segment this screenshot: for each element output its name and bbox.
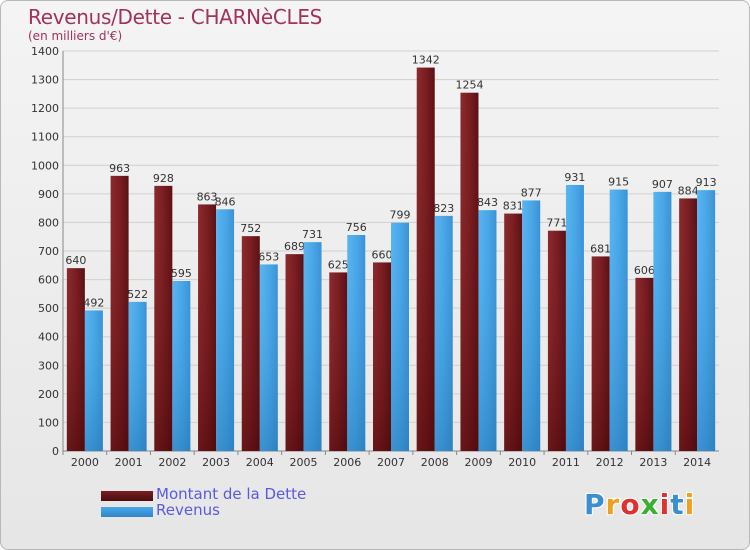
bar-shade-debt (110, 175, 129, 451)
y-tick-label: 0 (52, 445, 59, 458)
bar-shade-debt (241, 236, 260, 451)
x-tick-label: 2014 (683, 456, 711, 469)
data-label-revenue: 756 (346, 221, 367, 234)
x-tick-label: 2008 (421, 456, 449, 469)
bar-shade-revenue (522, 200, 541, 451)
x-tick-label: 2005 (290, 456, 318, 469)
bar-shade-debt (460, 92, 479, 451)
data-label-revenue: 915 (608, 176, 629, 189)
bar-shade-revenue (259, 264, 278, 451)
bar-shade-revenue (216, 209, 235, 451)
y-tick-label: 1100 (31, 131, 59, 144)
bar-shade-revenue (391, 222, 409, 451)
legend-label-revenue: Revenus (156, 501, 220, 519)
data-label-revenue: 846 (215, 195, 236, 208)
x-tick-label: 2000 (71, 456, 99, 469)
data-label-revenue: 843 (477, 196, 498, 209)
data-label-revenue: 907 (652, 178, 673, 191)
bar-shade-debt (373, 262, 391, 451)
bar-shade-debt (66, 268, 85, 451)
bar-shade-revenue (128, 301, 147, 451)
data-label-revenue: 731 (302, 228, 323, 241)
data-label-revenue: 522 (127, 288, 148, 301)
bar-shade-revenue (653, 191, 672, 451)
data-label-debt: 1342 (412, 54, 440, 67)
bar-shade-debt (198, 204, 217, 451)
data-label-debt: 681 (590, 242, 611, 255)
chart-subtitle: (en milliers d'€) (28, 29, 123, 43)
bar-shade-debt (591, 256, 610, 451)
data-label-revenue: 595 (171, 267, 192, 280)
x-tick-label: 2009 (464, 456, 492, 469)
y-tick-label: 800 (38, 216, 59, 229)
x-tick-label: 2013 (639, 456, 667, 469)
chart-title: Revenus/Dette - CHARNèCLES (28, 5, 323, 29)
bar-shade-revenue (478, 210, 497, 451)
y-tick-label: 300 (38, 359, 59, 372)
y-tick-label: 900 (38, 188, 59, 201)
data-label-debt: 1254 (455, 79, 483, 92)
bar-shade-revenue (84, 310, 103, 451)
bar-shade-revenue (347, 235, 366, 451)
data-label-debt: 625 (328, 258, 349, 271)
bar-shade-revenue (697, 190, 716, 451)
data-label-revenue: 913 (696, 176, 717, 189)
legend-swatch-debt (101, 491, 153, 501)
bar-shade-debt (285, 254, 304, 451)
proxiti-logo: Proxiti (584, 488, 696, 521)
legend-swatch-revenue (101, 507, 153, 517)
bar-shade-debt (329, 272, 348, 451)
y-tick-label: 100 (38, 416, 59, 429)
data-label-debt: 689 (284, 240, 305, 253)
x-tick-label: 2003 (202, 456, 230, 469)
data-label-debt: 640 (65, 254, 86, 267)
data-label-debt: 884 (678, 184, 699, 197)
data-label-revenue: 877 (521, 186, 542, 199)
legend-label-debt: Montant de la Dette (156, 485, 307, 503)
x-tick-label: 2011 (552, 456, 580, 469)
x-tick-label: 2004 (246, 456, 274, 469)
y-tick-label: 1400 (31, 45, 59, 58)
data-label-debt: 831 (503, 200, 524, 213)
bar-shade-revenue (434, 215, 453, 451)
data-label-debt: 928 (153, 172, 174, 185)
y-tick-label: 500 (38, 302, 59, 315)
data-label-revenue: 799 (390, 209, 411, 222)
bar-shade-revenue (303, 242, 322, 451)
y-tick-label: 1200 (31, 102, 59, 115)
y-tick-label: 1300 (31, 74, 59, 87)
bar-shade-debt (154, 185, 173, 451)
bar-shade-debt (635, 277, 654, 451)
bar-shade-debt (416, 67, 435, 452)
bar-shade-revenue (565, 185, 584, 451)
data-label-debt: 752 (240, 222, 261, 235)
y-tick-label: 400 (38, 331, 59, 344)
data-label-debt: 863 (197, 190, 218, 203)
data-label-debt: 606 (634, 264, 655, 277)
bar-shade-revenue (609, 189, 628, 452)
data-label-debt: 771 (546, 217, 567, 230)
data-label-revenue: 653 (258, 250, 279, 263)
x-tick-label: 2006 (333, 456, 361, 469)
y-tick-label: 200 (38, 388, 59, 401)
bar-shade-revenue (172, 281, 191, 451)
data-label-debt: 660 (372, 248, 393, 261)
bar-shade-debt (679, 198, 698, 451)
data-label-debt: 963 (109, 162, 130, 175)
y-tick-label: 700 (38, 245, 59, 258)
data-label-revenue: 492 (83, 296, 104, 309)
x-tick-label: 2001 (115, 456, 143, 469)
data-label-revenue: 931 (564, 171, 585, 184)
y-tick-label: 600 (38, 274, 59, 287)
x-tick-label: 2002 (158, 456, 186, 469)
x-tick-label: 2012 (596, 456, 624, 469)
y-tick-label: 1000 (31, 159, 59, 172)
x-tick-label: 2007 (377, 456, 405, 469)
x-tick-label: 2010 (508, 456, 536, 469)
bar-shade-debt (504, 213, 523, 451)
data-label-revenue: 823 (433, 202, 454, 215)
bar-shade-debt (547, 230, 566, 451)
